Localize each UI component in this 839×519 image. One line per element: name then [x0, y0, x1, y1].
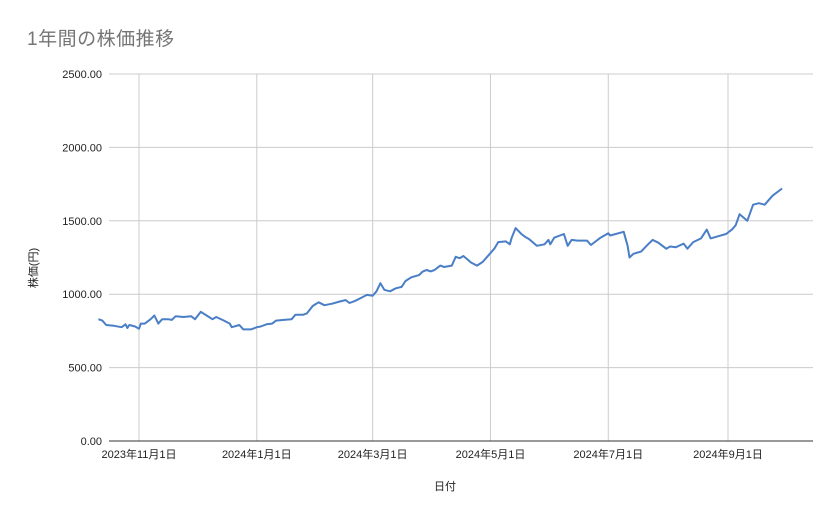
gridlines — [109, 73, 813, 441]
y-axis-ticks: 0.00 500.00 1000.00 1500.00 2000.00 2500.00 — [62, 69, 102, 448]
y-tick-label: 500.00 — [68, 363, 102, 375]
y-tick-label: 2000.00 — [62, 142, 102, 154]
y-tick-label: 0.00 — [81, 436, 102, 448]
x-axis-title: 日付 — [434, 480, 456, 493]
y-tick-label: 2500.00 — [62, 69, 102, 81]
x-axis-ticks: 2023年11月1日 2024年1月1日 2024年3月1日 2024年5月1日 202… — [101, 447, 762, 461]
x-tick-label: 2024年9月1日 — [693, 447, 763, 461]
chart-title: 1年間の株価推移 — [27, 29, 175, 50]
x-tick-label: 2024年5月1日 — [456, 447, 526, 461]
x-tick-label: 2023年11月1日 — [101, 447, 176, 461]
price-series-line — [98, 187, 783, 331]
y-axis-title: 株価(円) — [26, 248, 40, 288]
x-tick-label: 2024年7月1日 — [573, 447, 643, 461]
y-tick-label: 1500.00 — [62, 216, 102, 228]
y-tick-label: 1000.00 — [62, 289, 102, 301]
x-tick-label: 2024年3月1日 — [338, 447, 408, 461]
x-tick-label: 2024年1月1日 — [222, 447, 292, 461]
